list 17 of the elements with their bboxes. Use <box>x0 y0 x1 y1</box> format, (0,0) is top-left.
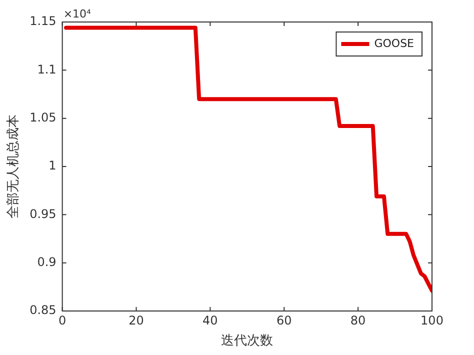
y-tick-label: 1.1 <box>37 62 56 76</box>
x-tick-label: 80 <box>350 313 366 328</box>
x-tick-label: 20 <box>128 313 144 328</box>
y-tick-label: 0.95 <box>30 206 56 221</box>
x-tick-label: 60 <box>276 313 292 328</box>
x-tick-label: 100 <box>420 313 444 328</box>
y-tick-label: 1.05 <box>30 110 56 124</box>
x-tick-label: 0 <box>58 313 66 328</box>
y-tick-label: 1.15 <box>30 14 56 28</box>
text: ×10⁴ <box>63 7 92 20</box>
y-tick-label: 0.85 <box>30 303 56 318</box>
x-axis-title: 迭代次数 <box>221 334 274 349</box>
x-tick-label: 40 <box>202 313 218 328</box>
y-axis-title: 全部无人机总成本 <box>6 114 22 218</box>
legend-label: GOOSE <box>374 36 414 50</box>
y-tick-label: 1 <box>48 158 56 173</box>
y-tick-label: 0.9 <box>37 254 56 269</box>
